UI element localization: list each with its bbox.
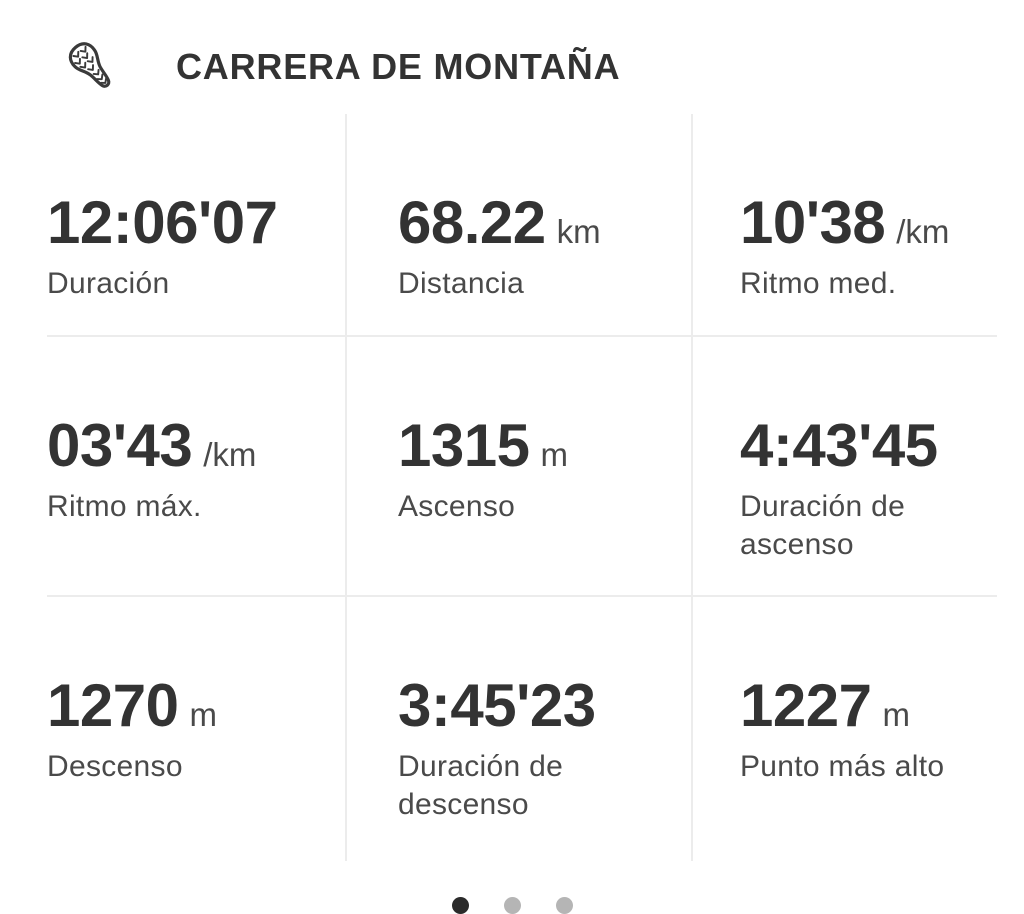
stat-label: Duración de ascenso	[740, 490, 906, 562]
stat-label: Punto más alto	[740, 750, 945, 783]
stat-label: Duración de descenso	[398, 750, 564, 822]
stat-value: 10'38	[740, 189, 886, 256]
stat-label: Descenso	[47, 750, 183, 783]
stat-cell-distance: 68.22 km Distancia	[345, 114, 693, 337]
stat-cell-max-pace: 03'43 /km Ritmo máx.	[47, 337, 345, 597]
stats-grid: 12:06'07 Duración 68.22 km Distancia 10'…	[47, 114, 997, 861]
stat-value: 12:06'07	[47, 189, 278, 256]
stat-value: 1315	[398, 412, 530, 479]
stat-value: 3:45'23	[398, 672, 596, 739]
stat-unit: km	[556, 213, 601, 250]
stat-label: Ascenso	[398, 490, 516, 523]
shoe-footprint-icon	[60, 30, 124, 104]
stat-unit: /km	[203, 436, 257, 473]
stat-unit: m	[189, 696, 217, 733]
stat-value: 4:43'45	[740, 412, 938, 479]
stat-label: Distancia	[398, 267, 525, 300]
stat-value: 68.22	[398, 189, 546, 256]
stat-cell-ascent-duration: 4:43'45 Duración de ascenso	[693, 337, 997, 597]
stat-value: 1227	[740, 672, 872, 739]
pagination-dot[interactable]	[451, 897, 469, 914]
pagination-dot[interactable]	[555, 897, 573, 914]
stat-cell-descent-duration: 3:45'23 Duración de descenso	[345, 597, 693, 861]
stat-label: Ritmo máx.	[47, 490, 202, 523]
pagination	[0, 897, 1024, 914]
stat-label: Ritmo med.	[740, 267, 897, 300]
stat-value: 1270	[47, 672, 179, 739]
stat-value: 03'43	[47, 412, 193, 479]
stat-label: Duración	[47, 267, 170, 300]
stat-cell-avg-pace: 10'38 /km Ritmo med.	[693, 114, 997, 337]
stat-cell-duration: 12:06'07 Duración	[47, 114, 345, 337]
stat-cell-descent: 1270 m Descenso	[47, 597, 345, 861]
stat-cell-highest-point: 1227 m Punto más alto	[693, 597, 997, 861]
stat-unit: m	[882, 696, 910, 733]
activity-header: CARRERA DE MONTAÑA	[0, 0, 1024, 104]
stat-cell-ascent: 1315 m Ascenso	[345, 337, 693, 597]
stat-unit: /km	[896, 213, 950, 250]
pagination-dot[interactable]	[503, 897, 521, 914]
page-title: CARRERA DE MONTAÑA	[176, 46, 621, 87]
stat-unit: m	[540, 436, 568, 473]
